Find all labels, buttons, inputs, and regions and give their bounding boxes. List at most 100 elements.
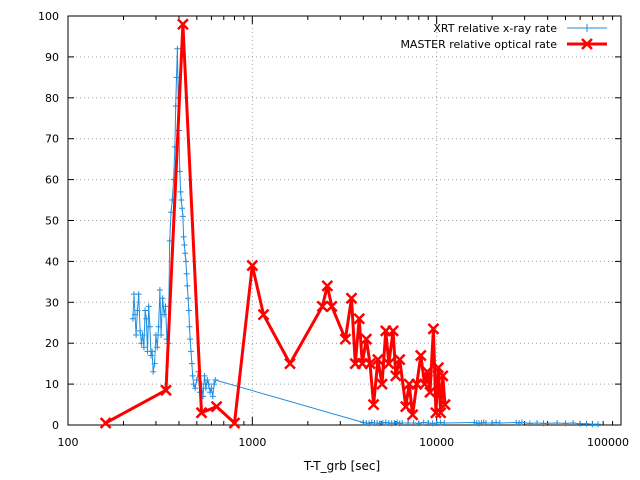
xrt-point — [562, 420, 569, 427]
y-tick-label: 60 — [45, 174, 59, 187]
xrt-point — [158, 332, 165, 338]
master-point — [421, 365, 434, 378]
master-point — [389, 370, 402, 382]
xrt-point — [179, 205, 186, 212]
xrt-point — [415, 420, 422, 427]
xrt-point — [190, 381, 197, 388]
master-point — [436, 370, 449, 382]
master-point — [382, 357, 395, 370]
master-point — [321, 280, 334, 292]
xrt-point — [149, 348, 156, 355]
xrt-point — [188, 348, 194, 355]
xrt-point — [184, 282, 191, 289]
x-tick-label: 100000 — [587, 436, 629, 449]
master-point — [418, 378, 431, 390]
xrt-point — [526, 420, 533, 427]
master-point — [430, 406, 442, 419]
master-point — [393, 353, 406, 366]
xrt-point — [211, 381, 218, 388]
xrt-point — [148, 352, 154, 359]
xrt-point — [150, 368, 157, 375]
x-axis-label: T-T_grb [sec] — [303, 459, 380, 473]
x-tick-label: 100 — [58, 436, 79, 449]
y-tick-label: 20 — [45, 337, 59, 350]
xrt-point — [204, 377, 211, 383]
xrt-point — [202, 385, 209, 392]
xrt-point — [405, 420, 412, 426]
legend-marker-xrt — [583, 24, 591, 32]
xrt-point — [135, 291, 142, 298]
xrt-point — [154, 344, 161, 351]
xrt-point — [145, 303, 152, 310]
master-point — [160, 384, 172, 397]
master-point — [432, 361, 445, 374]
y-tick-label: 30 — [45, 296, 59, 309]
master-point — [210, 400, 223, 413]
y-tick-label: 70 — [45, 133, 59, 146]
master-point — [325, 300, 338, 313]
xrt-point — [482, 420, 489, 426]
xrt-point — [577, 420, 584, 427]
xrt-point — [137, 327, 144, 334]
xrt-point — [186, 323, 193, 330]
master-point — [376, 378, 388, 390]
xrt-point — [192, 385, 199, 392]
master-point — [364, 357, 376, 370]
master-point — [257, 308, 270, 321]
y-tick-label: 0 — [52, 419, 59, 432]
xrt-point — [133, 332, 140, 338]
master-point — [367, 398, 380, 411]
xrt-point — [177, 188, 184, 195]
master-point — [439, 398, 451, 411]
x-tick-label: 10000 — [419, 436, 454, 449]
master-point — [387, 325, 399, 337]
xrt-point — [589, 421, 596, 428]
legend: XRT relative x-ray rate MASTER relative … — [400, 22, 607, 51]
y-tick-label: 100 — [38, 10, 59, 23]
master-point — [246, 259, 259, 272]
legend-label-xrt: XRT relative x-ray rate — [433, 22, 557, 35]
xrt-point — [185, 295, 192, 302]
xrt-point — [201, 372, 208, 379]
master-point — [195, 406, 208, 419]
y-tick-label: 80 — [45, 92, 59, 105]
xrt-point — [187, 336, 194, 343]
xrt-point — [182, 250, 189, 257]
xrt-point — [155, 323, 162, 330]
master-point — [414, 349, 427, 362]
xrt-point — [138, 340, 145, 347]
y-tick-label: 40 — [45, 255, 59, 268]
xrt-point — [143, 315, 150, 322]
grid-lines — [68, 16, 621, 425]
xrt-point — [151, 360, 158, 367]
y-tick-label: 90 — [45, 51, 59, 64]
xrt-point — [152, 332, 159, 338]
xrt-point — [570, 420, 577, 426]
xrt-point — [534, 420, 540, 426]
xrt-point — [496, 420, 503, 426]
xrt-point — [176, 168, 183, 175]
xrt-point — [156, 287, 163, 293]
xrt-point — [132, 311, 138, 318]
xrt-point — [189, 372, 196, 379]
xrt-point — [394, 419, 401, 426]
xrt-point — [554, 420, 561, 426]
legend-marker-master — [581, 38, 593, 50]
xrt-point — [410, 420, 417, 426]
y-tick-label: 50 — [45, 215, 59, 228]
xrt-point — [146, 323, 153, 330]
xrt-point — [595, 421, 601, 428]
master-point — [427, 323, 440, 335]
xrt-point — [188, 360, 195, 367]
xrt-point — [139, 332, 146, 338]
x-tick-labels: 100 1000 10000 100000 — [58, 436, 630, 449]
xrt-point — [162, 303, 169, 310]
y-tick-labels: 0 10 20 30 40 50 60 70 80 90 100 — [38, 10, 59, 432]
master-point — [424, 386, 436, 399]
xrt-point — [212, 377, 219, 383]
xrt-point — [583, 420, 590, 427]
series-layer — [99, 18, 601, 429]
master-point — [406, 408, 419, 421]
xrt-point — [140, 344, 147, 351]
